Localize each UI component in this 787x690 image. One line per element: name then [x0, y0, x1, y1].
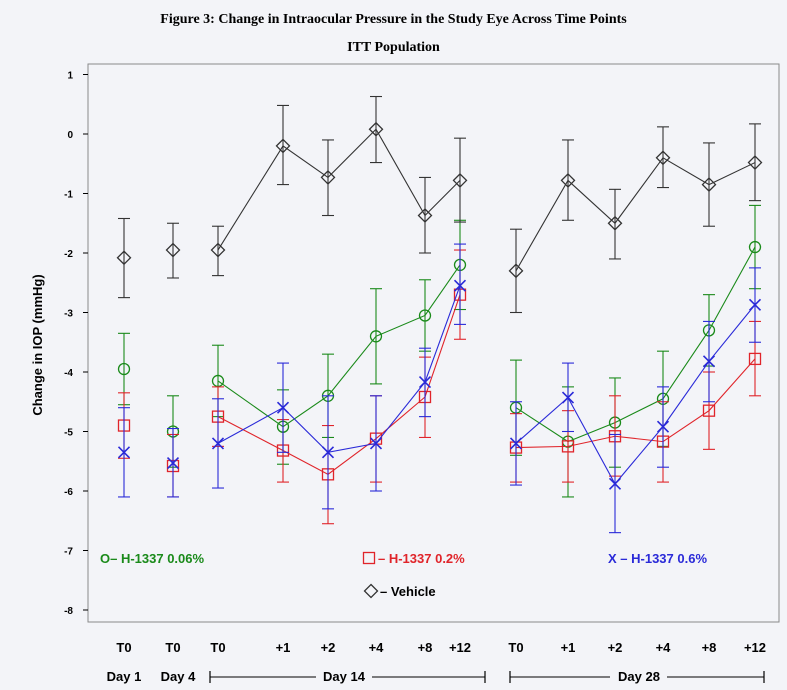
square-series-line [515, 358, 756, 449]
x-series-point [117, 446, 131, 459]
x-tick-label: T0 [508, 640, 523, 655]
circle-series-point [369, 330, 383, 343]
x-tick-label: +12 [744, 640, 766, 655]
x-series-point [509, 437, 523, 450]
x-tick-label: +2 [321, 640, 336, 655]
plot-frame [87, 63, 780, 623]
figure-subtitle: ITT Population [347, 40, 440, 55]
diamond-series-point [607, 215, 623, 231]
x-tick-label: T0 [210, 640, 225, 655]
legend-entry: – Vehicle [380, 584, 436, 599]
x-series-line [217, 285, 461, 453]
diamond-series-line [515, 157, 756, 272]
x-series-point [276, 401, 290, 414]
diamond-series-point [747, 155, 763, 170]
y-axis-label: Change in IOP (mmHg) [30, 274, 45, 415]
diamond-series-point [417, 208, 433, 223]
square-series-point [748, 352, 762, 366]
y-tick-label: -7 [64, 547, 73, 558]
x-series-point [321, 446, 335, 459]
y-tick-label: 0 [67, 130, 73, 141]
y-tick-label: -1 [64, 190, 73, 201]
x-tick-label: +2 [608, 640, 623, 655]
circle-series-point [117, 362, 131, 376]
diamond-series-line [217, 128, 461, 251]
diamond-series-point [655, 150, 671, 166]
legend-entry: X – H-1337 0.6% [608, 551, 707, 566]
y-tick-label: -6 [64, 487, 73, 498]
x-series-point [702, 355, 716, 368]
y-tick-label: -4 [64, 368, 73, 379]
diamond-series-point [116, 250, 132, 266]
diamond-series-point [320, 170, 336, 185]
x-series-point [418, 376, 432, 389]
x-series-point [656, 420, 670, 433]
x-tick-label: +12 [449, 640, 471, 655]
diamond-series-point [560, 172, 576, 188]
day-label: Day 28 [618, 669, 660, 684]
diamond-series-point [508, 263, 524, 279]
x-tick-label: +4 [656, 640, 672, 655]
square-series-point [702, 404, 716, 417]
legend-entry: – H-1337 0.2% [378, 551, 465, 566]
x-series-point [748, 298, 762, 311]
figure-title: Figure 3: Change in Intraocular Pressure… [160, 12, 627, 27]
x-tick-label: T0 [165, 640, 180, 655]
square-series-line [217, 294, 461, 475]
y-tick-label: 1 [67, 71, 73, 82]
circle-series-line [515, 246, 756, 443]
circle-series-point [748, 240, 762, 254]
x-tick-label: +8 [418, 640, 433, 655]
x-tick-label: T0 [116, 640, 131, 655]
legend-diamond-icon [363, 583, 379, 599]
diamond-series-point [452, 172, 468, 188]
x-tick-label: +1 [276, 640, 291, 655]
y-tick-label: -5 [64, 428, 73, 439]
x-series-point [608, 477, 622, 490]
diamond-series-point [210, 242, 226, 258]
x-series-point [453, 279, 467, 292]
circle-series-line [217, 264, 461, 428]
x-tick-label: +1 [561, 640, 576, 655]
x-series-point [561, 391, 575, 404]
y-tick-label: -8 [64, 606, 73, 617]
x-tick-label: +8 [702, 640, 717, 655]
x-series-point [166, 456, 180, 470]
x-series-point [369, 437, 383, 450]
day-label: Day 14 [323, 669, 366, 684]
legend-entry: O– H-1337 0.06% [100, 551, 205, 566]
day-label: Day 4 [161, 669, 196, 684]
legend-square-icon [362, 551, 376, 565]
diamond-series-point [165, 242, 181, 258]
x-series-point [211, 437, 225, 450]
y-tick-label: -2 [64, 249, 73, 260]
day-label: Day 1 [107, 669, 142, 684]
square-series-point [561, 440, 575, 453]
circle-series-point [418, 309, 432, 322]
x-tick-label: +4 [369, 640, 385, 655]
diamond-series-point [368, 121, 384, 137]
x-series-line [515, 304, 756, 485]
diamond-series-point [701, 177, 717, 192]
diamond-series-point [275, 138, 291, 154]
y-tick-label: -3 [64, 309, 73, 320]
